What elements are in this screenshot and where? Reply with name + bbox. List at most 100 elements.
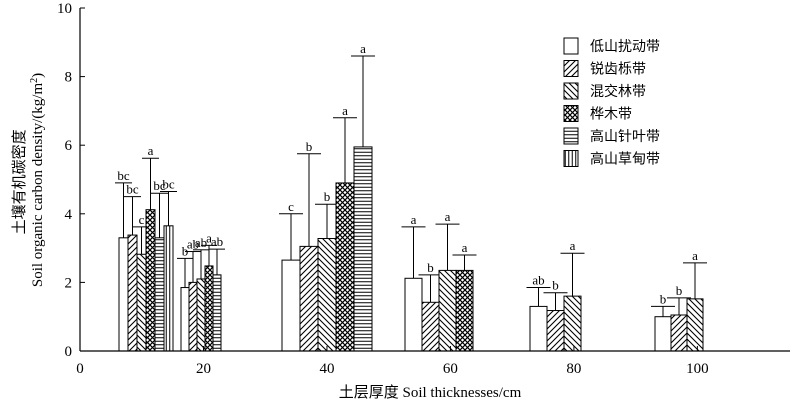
bar bbox=[118, 237, 129, 352]
significance-label: c bbox=[139, 212, 145, 227]
bar-group: c bbox=[279, 199, 303, 352]
bar bbox=[212, 274, 222, 352]
legend-item: 高山草甸带 bbox=[563, 150, 660, 168]
significance-label: a bbox=[462, 240, 468, 255]
significance-label: ab bbox=[211, 234, 223, 249]
legend-label: 锐齿栎带 bbox=[590, 62, 646, 78]
y-tick-label: 10 bbox=[57, 1, 72, 17]
legend-label: 低山扰动带 bbox=[590, 39, 660, 55]
bar bbox=[353, 146, 373, 352]
significance-label: a bbox=[692, 248, 698, 263]
legend-item: 锐齿栎带 bbox=[563, 60, 646, 78]
significance-label: ab bbox=[532, 273, 544, 288]
bar bbox=[317, 237, 337, 352]
y-tick-label: 6 bbox=[65, 138, 73, 154]
significance-label: b bbox=[306, 139, 313, 154]
significance-label: b bbox=[676, 283, 683, 298]
bar bbox=[686, 298, 704, 352]
significance-label: b bbox=[182, 243, 189, 258]
significance-label: b bbox=[552, 278, 559, 293]
bar bbox=[196, 278, 206, 352]
y-axis-title-cn: 土壤有机碳密度 bbox=[10, 129, 28, 234]
legend-item: 低山扰动带 bbox=[563, 37, 660, 55]
y-tick-label: 0 bbox=[65, 344, 73, 360]
legend-swatch bbox=[563, 105, 579, 122]
legend-label: 高山针叶带 bbox=[590, 128, 660, 145]
bar-group: a bbox=[351, 41, 375, 352]
x-tick-label: 0 bbox=[76, 361, 84, 377]
bar-group: a bbox=[452, 240, 477, 352]
bar-group: b bbox=[651, 291, 675, 352]
x-axis-title: 土层厚度 Soil thicknesses/cm bbox=[339, 384, 522, 401]
bar bbox=[163, 225, 174, 352]
significance-label: a bbox=[411, 212, 417, 227]
bar bbox=[654, 316, 672, 352]
legend-item: 桦木带 bbox=[563, 105, 632, 123]
bar bbox=[404, 277, 423, 352]
significance-label: bc bbox=[126, 182, 139, 197]
bar bbox=[188, 281, 198, 352]
bar bbox=[127, 234, 138, 352]
significance-label: b bbox=[324, 189, 331, 204]
legend-swatch bbox=[563, 127, 579, 145]
significance-label: a bbox=[206, 230, 212, 245]
significance-label: a bbox=[342, 103, 348, 118]
legend-swatch bbox=[563, 37, 579, 55]
significance-label: ab bbox=[187, 237, 199, 252]
x-tick-label: 100 bbox=[686, 361, 709, 377]
significance-label: bc bbox=[117, 168, 130, 183]
significance-label: ab bbox=[195, 235, 207, 250]
bar bbox=[563, 295, 582, 352]
y-axis-title-sup: 2 bbox=[29, 78, 40, 83]
bar bbox=[421, 301, 440, 352]
significance-label: c bbox=[288, 199, 294, 214]
bar bbox=[455, 269, 474, 352]
bar bbox=[154, 237, 165, 352]
significance-label: a bbox=[445, 209, 451, 224]
bar-group: a bbox=[560, 238, 585, 352]
bar bbox=[335, 182, 355, 352]
bar bbox=[136, 253, 147, 352]
bar bbox=[281, 259, 301, 352]
x-tick-label: 60 bbox=[443, 361, 458, 377]
y-axis-title: 土壤有机碳密度 Soil organic carbon density/(kg/… bbox=[10, 73, 46, 287]
bar-group: a bbox=[333, 103, 357, 352]
bar-group: ab bbox=[526, 273, 551, 352]
bar-group: a bbox=[683, 248, 707, 352]
bar bbox=[299, 245, 319, 352]
significance-label: a bbox=[570, 238, 576, 253]
bar bbox=[670, 314, 688, 352]
significance-label: a bbox=[360, 41, 366, 56]
significance-label: bc bbox=[153, 178, 166, 193]
legend-label: 高山草甸带 bbox=[590, 151, 660, 168]
legend-label: 混交林带 bbox=[590, 83, 646, 100]
y-axis-title-en: Soil organic carbon density/(kg/m2) bbox=[29, 73, 46, 287]
legend-swatch bbox=[563, 60, 579, 77]
y-tick-label: 4 bbox=[65, 207, 73, 223]
bar bbox=[204, 265, 214, 352]
legend-swatch bbox=[563, 82, 579, 100]
bar-group: b bbox=[315, 189, 339, 352]
significance-label: bc bbox=[162, 177, 175, 192]
legend-item: 混交林带 bbox=[563, 82, 646, 100]
y-tick-label: 8 bbox=[65, 70, 73, 86]
x-tick-label: 20 bbox=[196, 361, 211, 377]
bar bbox=[180, 287, 190, 352]
bar bbox=[438, 269, 457, 352]
bar-group: bc bbox=[160, 177, 177, 352]
x-tick-label: 80 bbox=[566, 361, 581, 377]
bar bbox=[546, 310, 565, 352]
legend-swatch bbox=[563, 150, 579, 167]
significance-label: a bbox=[148, 143, 154, 158]
bar bbox=[529, 305, 548, 352]
y-tick-label: 2 bbox=[65, 275, 73, 291]
legend-label: 桦木带 bbox=[590, 107, 632, 123]
bar-group: b bbox=[297, 139, 321, 352]
significance-label: b bbox=[660, 291, 667, 306]
bar bbox=[145, 209, 156, 352]
significance-label: b bbox=[427, 260, 434, 275]
